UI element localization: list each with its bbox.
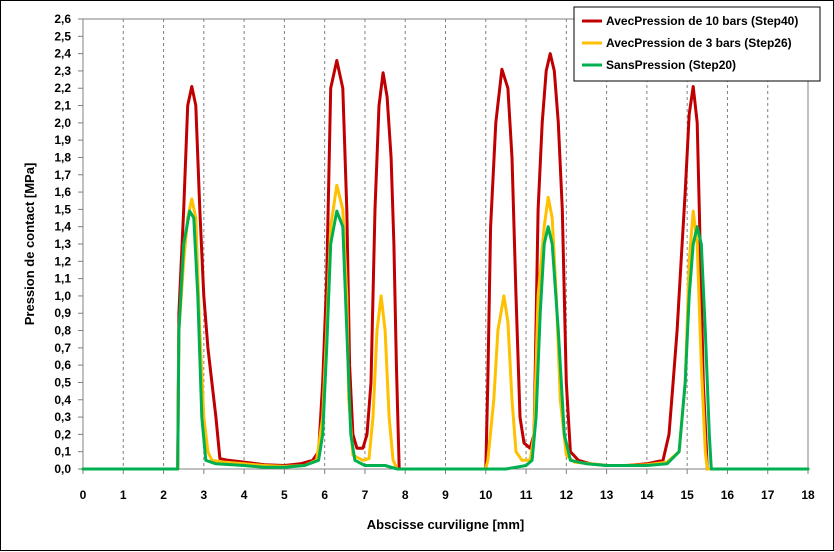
x-tick-label: 14 — [640, 488, 654, 502]
legend: AvecPression de 10 bars (Step40) AvecPres… — [573, 6, 821, 82]
x-tick-label: 5 — [281, 488, 288, 502]
y-tick-label: 2,3 — [54, 64, 71, 78]
y-tick-label: 1,4 — [54, 220, 71, 234]
legend-entry-label: AvecPression de 3 bars (Step26) — [606, 36, 792, 50]
legend-entry-label: SansPression (Step20) — [606, 58, 736, 72]
y-tick-label: 0,2 — [54, 427, 71, 441]
y-tick-label: 0,1 — [54, 445, 71, 459]
y-tick-label: 0,8 — [54, 324, 71, 338]
y-tick-label: 1,8 — [54, 150, 71, 164]
y-tick-label: 0,5 — [54, 375, 71, 389]
x-tick-label: 10 — [479, 488, 493, 502]
y-tick-label: 1,7 — [54, 168, 71, 182]
y-tick-label: 2,4 — [54, 47, 71, 61]
y-tick-label: 1,9 — [54, 133, 71, 147]
x-tick-label: 3 — [200, 488, 207, 502]
y-axis-title: Pression de contact [MPa] — [22, 163, 37, 326]
x-axis-title: Abscisse curviligne [mm] — [367, 517, 525, 532]
y-tick-label: 0,7 — [54, 341, 71, 355]
legend-box — [573, 6, 821, 82]
x-tick-label: 17 — [761, 488, 775, 502]
x-tick-label: 8 — [402, 488, 409, 502]
x-tick-label: 18 — [801, 488, 815, 502]
y-tick-label: 0,0 — [54, 462, 71, 476]
x-tick-label: 1 — [120, 488, 127, 502]
y-tick-label: 0,6 — [54, 358, 71, 372]
series-layer — [81, 52, 810, 471]
grid-layer — [122, 19, 769, 469]
x-tick-label: 0 — [80, 488, 87, 502]
x-tick-label: 15 — [680, 488, 694, 502]
y-tick-label: 2,5 — [54, 29, 71, 43]
y-tick-label: 1,6 — [54, 185, 71, 199]
y-tick-label: 1,1 — [54, 272, 71, 286]
axis-layer: 0 1 2 3 4 5 6 7 8 9 10 11 12 13 14 15 16 17 180,00,10,20,3… — [54, 12, 815, 502]
y-tick-label: 2,6 — [54, 12, 71, 26]
x-tick-label: 7 — [362, 488, 369, 502]
y-tick-label: 0,4 — [54, 393, 71, 407]
x-tick-label: 11 — [520, 488, 533, 502]
y-tick-label: 2,2 — [54, 81, 71, 95]
x-tick-label: 16 — [721, 488, 735, 502]
x-tick-label: 6 — [321, 488, 328, 502]
x-tick-label: 12 — [560, 488, 574, 502]
y-tick-label: 2,1 — [54, 99, 71, 113]
y-tick-label: 1,2 — [54, 254, 71, 268]
x-tick-label: 4 — [241, 488, 248, 502]
y-tick-label: 1,0 — [54, 289, 71, 303]
y-tick-label: 0,3 — [54, 410, 71, 424]
y-tick-label: 1,5 — [54, 202, 71, 216]
y-tick-label: 0,9 — [54, 306, 71, 320]
series-line-3 — [81, 209, 810, 471]
x-tick-label: 9 — [442, 488, 449, 502]
y-tick-label: 2,0 — [54, 116, 71, 130]
y-tick-label: 1,3 — [54, 237, 71, 251]
x-tick-label: 2 — [160, 488, 167, 502]
legend-entry-label: AvecPression de 10 bars (Step40) — [606, 14, 798, 28]
x-tick-label: 13 — [600, 488, 614, 502]
